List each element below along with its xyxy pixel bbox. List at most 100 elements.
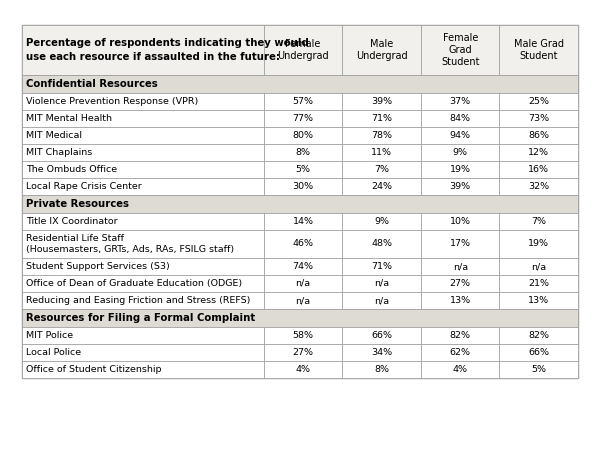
Text: 82%: 82% bbox=[449, 331, 470, 340]
Text: 77%: 77% bbox=[293, 114, 314, 123]
Text: 12%: 12% bbox=[528, 148, 549, 157]
Text: Male Grad
Student: Male Grad Student bbox=[514, 39, 564, 61]
Text: Local Rape Crisis Center: Local Rape Crisis Center bbox=[26, 182, 142, 191]
Bar bbox=[499, 344, 578, 361]
Bar bbox=[22, 195, 578, 213]
Bar bbox=[264, 144, 343, 161]
Text: 84%: 84% bbox=[449, 114, 470, 123]
Text: 10%: 10% bbox=[449, 217, 470, 226]
Text: 39%: 39% bbox=[449, 182, 471, 191]
Bar bbox=[499, 258, 578, 275]
Text: Confidential Resources: Confidential Resources bbox=[26, 79, 158, 89]
Text: n/a: n/a bbox=[296, 296, 311, 305]
Text: 37%: 37% bbox=[449, 97, 471, 106]
Bar bbox=[499, 213, 578, 230]
Bar bbox=[264, 25, 343, 75]
Bar bbox=[22, 230, 264, 258]
Bar bbox=[22, 292, 264, 309]
Bar bbox=[264, 258, 343, 275]
Bar bbox=[421, 361, 499, 378]
Text: 39%: 39% bbox=[371, 97, 392, 106]
Bar bbox=[421, 161, 499, 178]
Bar bbox=[499, 93, 578, 110]
Bar bbox=[499, 275, 578, 292]
Bar bbox=[22, 25, 264, 75]
Bar bbox=[421, 25, 499, 75]
Text: MIT Chaplains: MIT Chaplains bbox=[26, 148, 92, 157]
Text: 16%: 16% bbox=[528, 165, 549, 174]
Bar bbox=[499, 127, 578, 144]
Bar bbox=[499, 292, 578, 309]
Bar bbox=[343, 292, 421, 309]
Text: 11%: 11% bbox=[371, 148, 392, 157]
Bar bbox=[343, 93, 421, 110]
Text: 8%: 8% bbox=[296, 148, 311, 157]
Bar bbox=[499, 161, 578, 178]
Text: n/a: n/a bbox=[531, 262, 546, 271]
Text: Local Police: Local Police bbox=[26, 348, 81, 357]
Bar bbox=[22, 110, 264, 127]
Text: 5%: 5% bbox=[531, 365, 546, 374]
Text: 9%: 9% bbox=[374, 217, 389, 226]
Text: Percentage of respondents indicating they would
use each resource if assaulted i: Percentage of respondents indicating the… bbox=[26, 38, 309, 62]
Bar bbox=[421, 127, 499, 144]
Text: 80%: 80% bbox=[293, 131, 314, 140]
Bar bbox=[22, 309, 578, 327]
Text: 32%: 32% bbox=[528, 182, 549, 191]
Text: 46%: 46% bbox=[293, 239, 314, 248]
Bar bbox=[22, 25, 578, 75]
Bar bbox=[343, 230, 421, 258]
Text: 66%: 66% bbox=[371, 331, 392, 340]
Bar bbox=[264, 161, 343, 178]
Bar bbox=[499, 230, 578, 258]
Bar bbox=[421, 275, 499, 292]
Bar bbox=[264, 93, 343, 110]
Bar bbox=[22, 144, 264, 161]
Bar bbox=[499, 178, 578, 195]
Bar bbox=[264, 127, 343, 144]
Text: 13%: 13% bbox=[449, 296, 471, 305]
Bar bbox=[22, 258, 264, 275]
Text: Residential Life Staff
(Housemasters, GRTs, Ads, RAs, FSILG staff): Residential Life Staff (Housemasters, GR… bbox=[26, 234, 234, 254]
Bar bbox=[499, 144, 578, 161]
Text: MIT Medical: MIT Medical bbox=[26, 131, 82, 140]
Text: 94%: 94% bbox=[449, 131, 470, 140]
Bar bbox=[499, 327, 578, 344]
Text: 58%: 58% bbox=[293, 331, 314, 340]
Bar bbox=[421, 213, 499, 230]
Text: 30%: 30% bbox=[293, 182, 314, 191]
Bar bbox=[22, 275, 264, 292]
Bar bbox=[264, 344, 343, 361]
Text: n/a: n/a bbox=[374, 296, 389, 305]
Text: 5%: 5% bbox=[296, 165, 311, 174]
Text: Violence Prevention Response (VPR): Violence Prevention Response (VPR) bbox=[26, 97, 198, 106]
Text: Title IX Coordinator: Title IX Coordinator bbox=[26, 217, 118, 226]
Bar bbox=[343, 344, 421, 361]
Bar bbox=[22, 213, 264, 230]
Bar bbox=[343, 178, 421, 195]
Text: 25%: 25% bbox=[528, 97, 549, 106]
Bar bbox=[343, 258, 421, 275]
Text: 73%: 73% bbox=[528, 114, 549, 123]
Bar bbox=[22, 25, 578, 378]
Text: 21%: 21% bbox=[528, 279, 549, 288]
Text: Office of Student Citizenship: Office of Student Citizenship bbox=[26, 365, 161, 374]
Bar bbox=[343, 361, 421, 378]
Text: 78%: 78% bbox=[371, 131, 392, 140]
Bar bbox=[264, 178, 343, 195]
Bar bbox=[421, 93, 499, 110]
Text: 13%: 13% bbox=[528, 296, 549, 305]
Text: 17%: 17% bbox=[449, 239, 470, 248]
Bar bbox=[343, 161, 421, 178]
Text: Male
Undergrad: Male Undergrad bbox=[356, 39, 407, 61]
Bar bbox=[22, 161, 264, 178]
Bar bbox=[499, 25, 578, 75]
Text: Reducing and Easing Friction and Stress (REFS): Reducing and Easing Friction and Stress … bbox=[26, 296, 250, 305]
Bar bbox=[343, 275, 421, 292]
Bar bbox=[264, 361, 343, 378]
Text: 4%: 4% bbox=[452, 365, 467, 374]
Text: 7%: 7% bbox=[374, 165, 389, 174]
Bar bbox=[264, 230, 343, 258]
Bar bbox=[499, 110, 578, 127]
Bar bbox=[22, 127, 264, 144]
